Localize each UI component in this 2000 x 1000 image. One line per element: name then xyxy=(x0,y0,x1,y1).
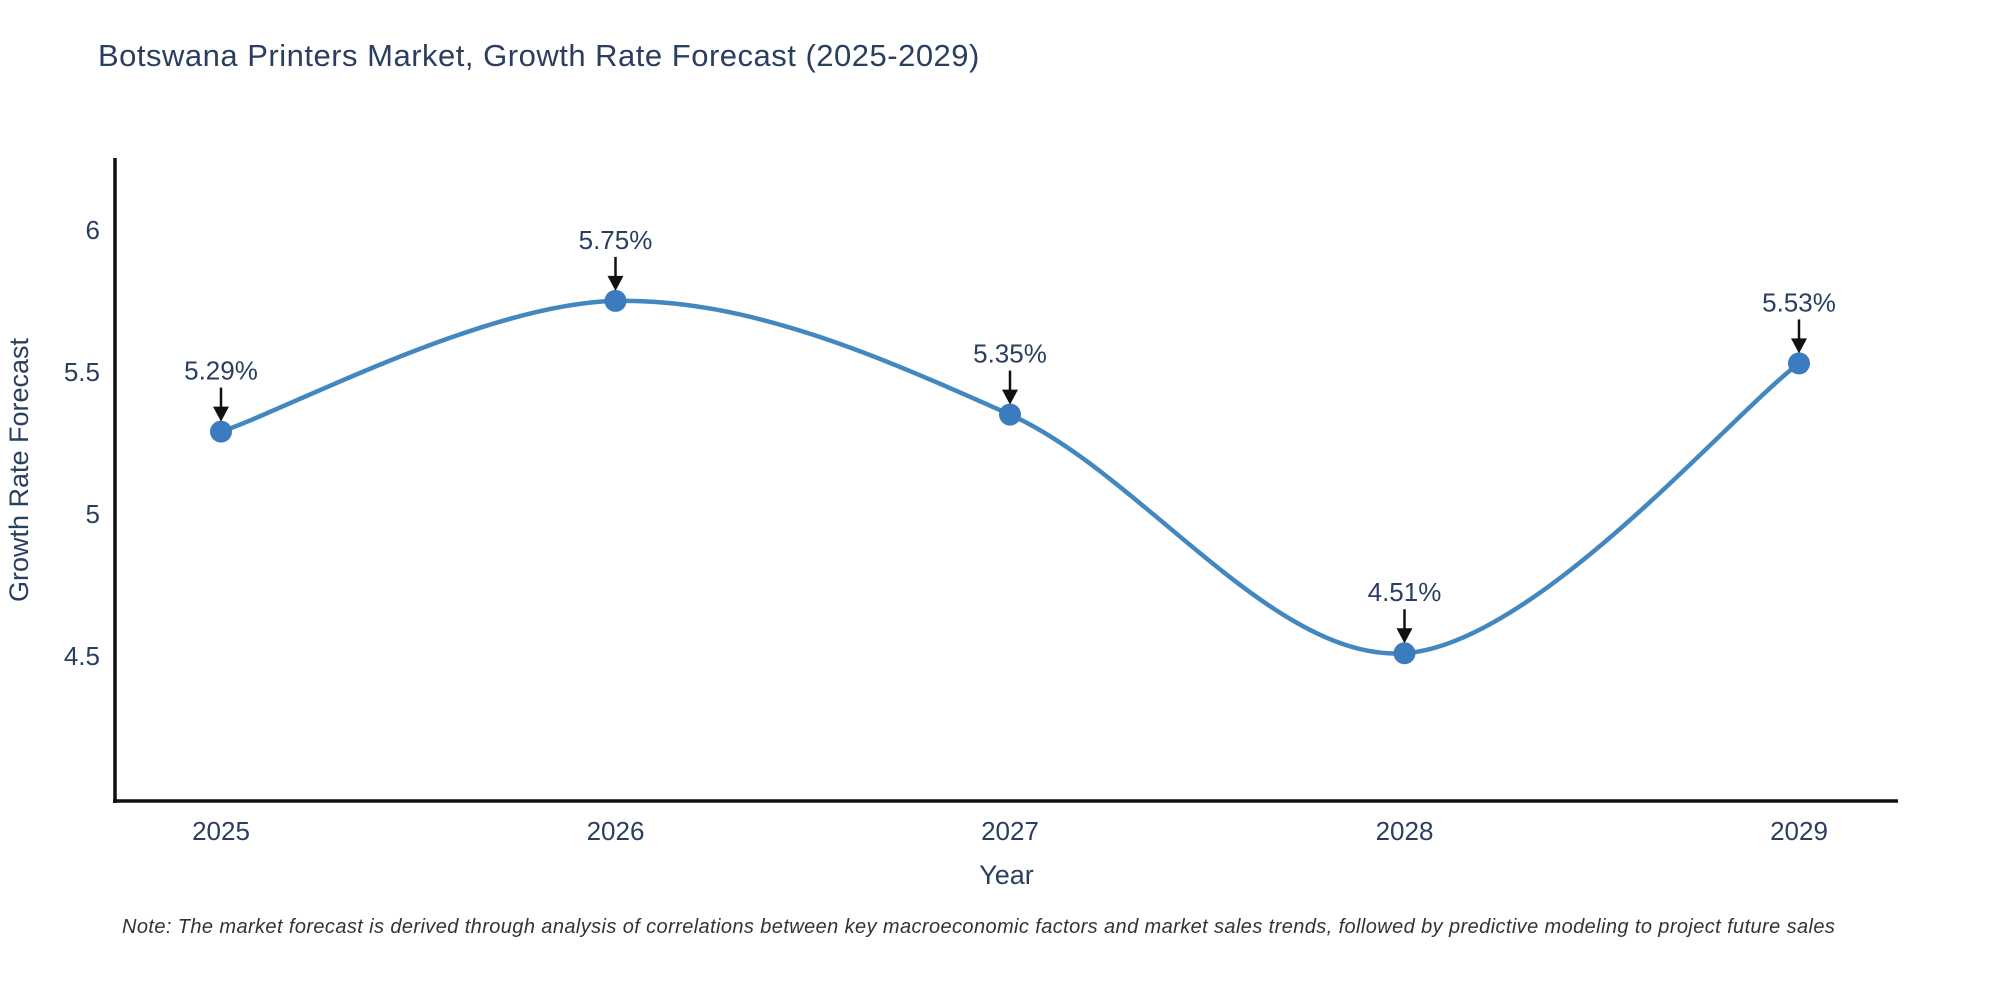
annotation-arrowhead xyxy=(213,406,229,422)
data-point-marker-2025 xyxy=(210,420,232,443)
data-point-marker-2026 xyxy=(604,289,627,312)
x-tick-label: 2026 xyxy=(587,816,645,846)
point-label: 5.35% xyxy=(973,339,1047,369)
annotation-arrowhead xyxy=(1791,338,1807,354)
data-point-marker-2027 xyxy=(999,403,1021,426)
data-point-marker-2028 xyxy=(1393,642,1416,665)
point-label: 5.29% xyxy=(184,356,258,386)
x-tick-label: 2027 xyxy=(981,816,1039,846)
series-line xyxy=(218,298,1802,656)
y-tick-label: 6 xyxy=(86,215,100,245)
x-tick-label: 2028 xyxy=(1376,816,1434,846)
footnote: Note: The market forecast is derived thr… xyxy=(122,916,1836,938)
y-tick-label: 5 xyxy=(86,499,100,529)
y-tick-label: 5.5 xyxy=(64,357,100,387)
annotation-arrowhead xyxy=(607,275,624,291)
x-tick-label: 2029 xyxy=(1770,816,1828,846)
point-label: 5.75% xyxy=(579,225,653,255)
data-point-marker-2029 xyxy=(1788,352,1810,375)
point-label: 5.53% xyxy=(1762,287,1836,317)
annotation-arrowhead xyxy=(1396,628,1413,644)
annotation-arrowhead xyxy=(1002,389,1018,405)
chart-title: Botswana Printers Market, Growth Rate Fo… xyxy=(98,38,980,73)
x-tick-label: 2025 xyxy=(192,816,250,846)
x-axis-title: Year xyxy=(979,860,1034,890)
point-label: 4.51% xyxy=(1368,577,1442,607)
y-axis-title: Growth Rate Forecast xyxy=(4,337,34,602)
y-tick-label: 4.5 xyxy=(64,641,100,671)
